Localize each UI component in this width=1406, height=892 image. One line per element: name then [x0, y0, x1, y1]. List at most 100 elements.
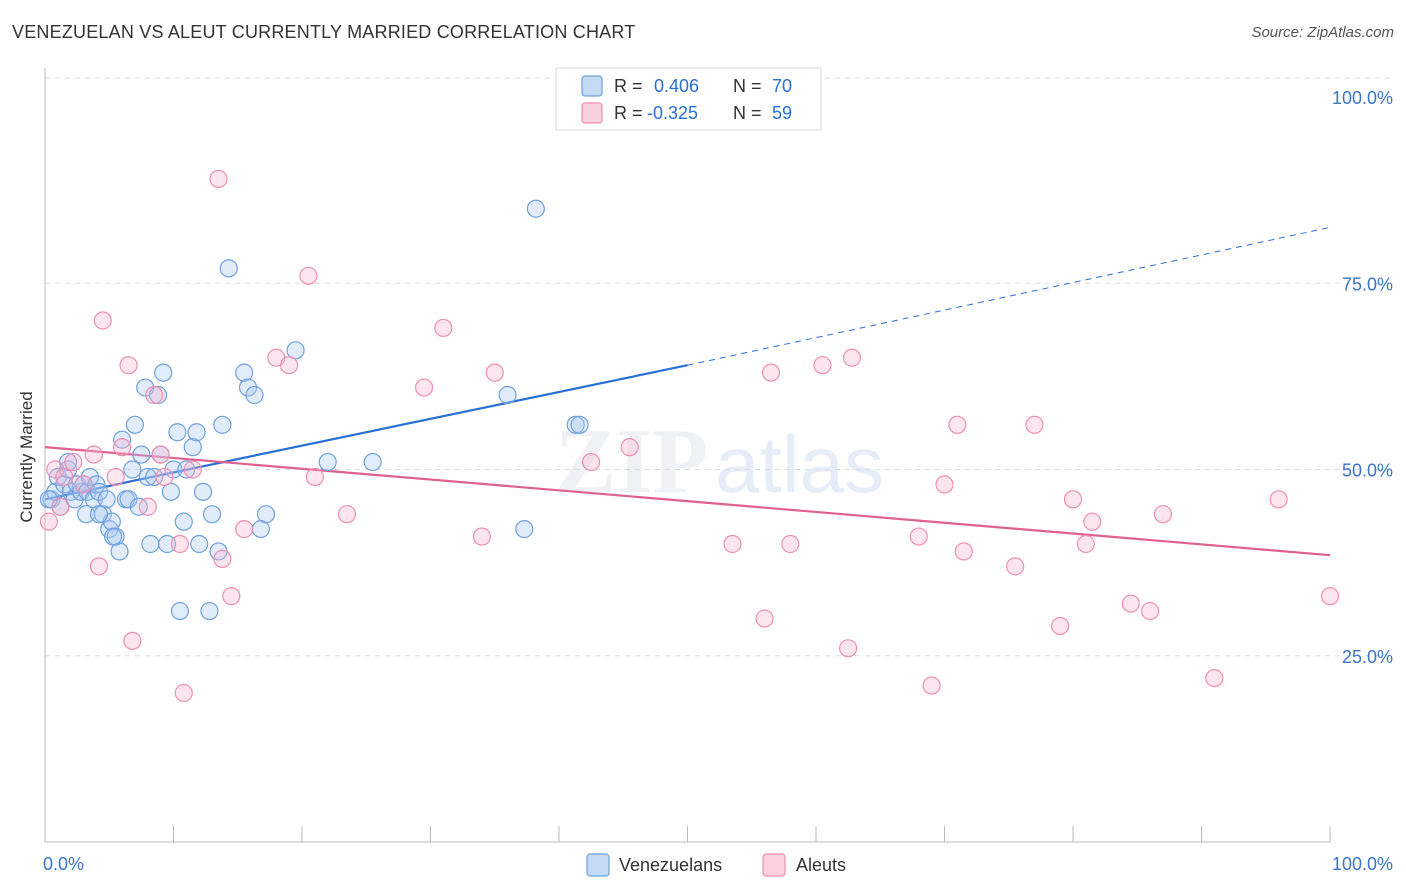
aleut-point-46: [1006, 557, 1025, 576]
aleut-point-19: [209, 169, 228, 189]
venezuelan-point-43: [183, 438, 202, 457]
venezuelan-point-59: [363, 452, 382, 472]
aleut-point-36: [761, 363, 781, 382]
y-tick-label-100: 100.0%: [1332, 88, 1393, 108]
aleut-point-14: [151, 445, 170, 464]
venezuelan-point-53: [238, 378, 258, 397]
y-tick-label-25: 25.0%: [1342, 647, 1393, 667]
aleut-point-49: [1063, 490, 1083, 509]
aleut-point-52: [1121, 594, 1140, 613]
y-tick-label-50: 50.0%: [1342, 461, 1393, 481]
legend-n-label-2: N =: [733, 103, 762, 123]
aleut-point-54: [1153, 505, 1173, 524]
venezuelan-point-50: [213, 415, 232, 434]
svg-text:atlas: atlas: [715, 420, 884, 509]
aleut-point-50: [1076, 534, 1095, 554]
aleut-point-43: [935, 475, 954, 494]
legend-swatch-venezuelans: [581, 75, 603, 97]
x-tick-labels: 0.0% 100.0%: [43, 854, 1393, 874]
aleut-point-18: [183, 460, 202, 479]
aleut-point-0: [39, 512, 58, 531]
venezuelan-point-48: [202, 505, 222, 524]
aleut-point-8: [106, 467, 125, 487]
venezuelan-point-69: [89, 505, 109, 524]
legend-r-value-1: 0.406: [654, 76, 699, 96]
aleut-point-37: [781, 534, 800, 554]
legend-n-value-1: 70: [772, 76, 792, 96]
aleut-point-11: [123, 631, 142, 650]
legend-r-value-2: -0.325: [647, 103, 698, 123]
aleut-point-22: [235, 519, 254, 539]
legend-r-label-2: R =: [614, 103, 643, 123]
aleut-point-51: [1083, 512, 1102, 531]
venezuelan-point-31: [141, 534, 160, 554]
legend-label-aleuts: Aleuts: [796, 855, 846, 875]
venezuelan-point-51: [219, 259, 238, 278]
legend-swatch-aleuts-bottom: [762, 853, 786, 877]
aleut-point-38: [813, 356, 832, 375]
venezuelan-point-28: [132, 445, 151, 464]
aleut-point-44: [948, 415, 967, 434]
aleut-point-13: [145, 385, 164, 405]
venezuelan-point-42: [177, 460, 196, 479]
aleut-point-9: [112, 438, 132, 457]
x-tick-label-max: 100.0%: [1332, 854, 1393, 874]
aleut-point-31: [485, 363, 504, 382]
legend-r-label-1: R =: [614, 76, 643, 96]
aleut-point-57: [1320, 587, 1340, 606]
venezuelan-trend-line: [44, 364, 688, 501]
aleut-point-10: [119, 356, 138, 375]
aleut-point-32: [582, 452, 601, 472]
legend-label-venezuelans: Venezuelans: [619, 855, 722, 875]
venezuelan-point-41: [174, 512, 193, 531]
stats-legend: R = 0.406 N = 70 R = -0.325 N = 59: [555, 67, 822, 131]
aleut-point-7: [93, 311, 112, 330]
aleut-point-24: [280, 356, 299, 375]
y-tick-labels: 100.0% 75.0% 50.0% 25.0%: [1332, 88, 1393, 667]
venezuelan-point-15: [89, 482, 109, 501]
venezuelan-point-26: [125, 415, 145, 434]
aleut-point-42: [922, 676, 941, 695]
aleut-point-40: [842, 348, 862, 367]
venezuelan-point-58: [318, 452, 337, 472]
venezuelan-point-56: [256, 505, 276, 524]
aleut-trend-line: [44, 446, 1331, 557]
aleut-point-17: [174, 683, 193, 703]
aleut-point-41: [909, 527, 928, 546]
aleut-point-55: [1205, 668, 1224, 688]
venezuelan-point-33: [148, 385, 168, 405]
aleut-point-2: [55, 467, 74, 487]
chart-title: VENEZUELAN VS ALEUT CURRENTLY MARRIED CO…: [12, 22, 636, 42]
venezuelan-point-60: [498, 385, 517, 405]
venezuelan-trend-extension: [687, 226, 1331, 366]
data-points: [39, 169, 1340, 703]
aleut-point-28: [414, 378, 434, 397]
aleut-point-56: [1269, 490, 1288, 509]
trend-lines: [44, 226, 1331, 557]
venezuelan-point-64: [570, 415, 589, 434]
y-axis-label: Currently Married: [17, 391, 36, 522]
chart-source: Source: ZipAtlas.com: [1251, 24, 1394, 41]
aleut-point-58: [51, 497, 70, 516]
venezuelan-point-67: [77, 505, 96, 524]
aleut-point-20: [213, 549, 232, 569]
venezuelan-point-25: [123, 460, 142, 479]
venezuelan-point-47: [200, 601, 219, 621]
legend-swatch-venezuelans-bottom: [586, 853, 610, 877]
legend-n-label-1: N =: [733, 76, 762, 96]
aleut-point-6: [89, 557, 109, 576]
venezuelan-point-68: [104, 527, 123, 546]
venezuelan-point-62: [526, 199, 545, 218]
aleut-point-53: [1140, 601, 1160, 621]
venezuelan-point-46: [193, 482, 213, 501]
aleut-point-16: [170, 534, 190, 554]
venezuelan-point-39: [168, 423, 187, 442]
y-tick-label-75: 75.0%: [1342, 274, 1393, 294]
aleut-point-35: [755, 609, 774, 628]
venezuelan-point-40: [170, 601, 190, 621]
aleut-point-47: [1025, 415, 1044, 434]
aleut-point-34: [723, 534, 742, 554]
venezuelan-point-35: [154, 363, 173, 382]
aleut-point-29: [434, 318, 453, 338]
